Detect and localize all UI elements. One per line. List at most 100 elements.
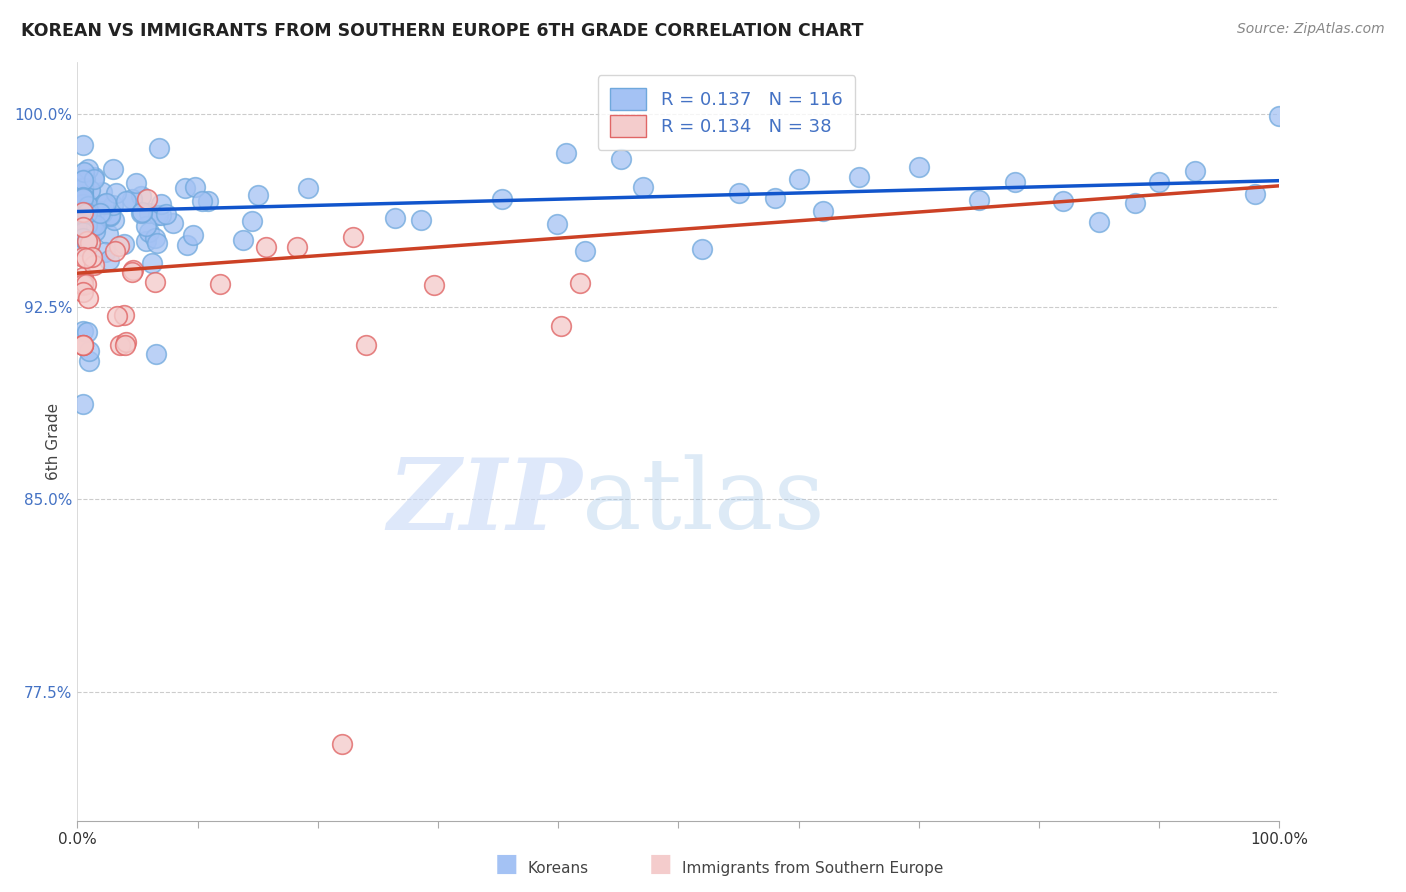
Point [72, 338, 94, 352]
Text: ■: ■ [650, 852, 672, 876]
Point [135, 219, 157, 233]
Point [609, 152, 631, 166]
Point [569, 276, 592, 290]
Point [72, 186, 94, 201]
Point [811, 203, 834, 218]
Point [409, 212, 432, 227]
Point [1088, 215, 1111, 229]
Point [72, 338, 94, 352]
Point [150, 197, 173, 211]
Point [72, 215, 94, 229]
Point [83, 217, 105, 231]
Point [90, 206, 112, 220]
Point [72, 270, 94, 285]
Point [72, 204, 94, 219]
Point [115, 194, 138, 209]
Point [356, 338, 378, 352]
Point [72, 204, 94, 219]
Point [138, 225, 160, 239]
Point [1149, 175, 1171, 189]
Point [197, 194, 219, 208]
Point [72, 397, 94, 411]
Point [72, 184, 94, 198]
Point [72, 276, 94, 290]
Point [83, 172, 105, 186]
Point [1268, 110, 1291, 124]
Point [104, 186, 127, 200]
Point [183, 227, 205, 242]
Point [89, 204, 111, 219]
Point [787, 172, 810, 186]
Point [75, 251, 97, 265]
Point [72, 226, 94, 240]
Point [1244, 187, 1267, 202]
Point [72, 196, 94, 211]
Point [72, 173, 94, 187]
Point [72, 220, 94, 235]
Point [254, 240, 277, 254]
Point [98, 209, 121, 223]
Point [72, 180, 94, 194]
Point [1123, 195, 1146, 210]
Point [105, 309, 128, 323]
Point [285, 240, 308, 254]
Point [297, 180, 319, 194]
Point [72, 250, 94, 264]
Point [550, 319, 572, 334]
Point [108, 238, 131, 252]
Point [110, 338, 132, 352]
Point [122, 263, 145, 277]
Point [79, 216, 101, 230]
Point [72, 138, 94, 153]
Point [72, 175, 94, 189]
Point [84, 218, 107, 232]
Text: KOREAN VS IMMIGRANTS FROM SOUTHERN EUROPE 6TH GRADE CORRELATION CHART: KOREAN VS IMMIGRANTS FROM SOUTHERN EUROP… [21, 22, 863, 40]
Point [423, 278, 446, 293]
Y-axis label: 6th Grade: 6th Grade [45, 403, 60, 480]
Text: Source: ZipAtlas.com: Source: ZipAtlas.com [1237, 22, 1385, 37]
Point [240, 213, 263, 227]
Point [83, 203, 105, 218]
Point [1052, 194, 1074, 209]
Point [76, 205, 98, 219]
Point [79, 206, 101, 220]
Point [72, 190, 94, 204]
Point [72, 214, 94, 228]
Point [145, 275, 167, 289]
Point [83, 259, 105, 273]
Point [86, 216, 108, 230]
Point [80, 250, 103, 264]
Point [72, 239, 94, 253]
Point [138, 206, 160, 220]
Point [162, 216, 184, 230]
Point [1184, 163, 1206, 178]
Point [1004, 175, 1026, 189]
Point [692, 242, 714, 256]
Point [77, 354, 100, 368]
Point [79, 182, 101, 196]
Text: ZIP: ZIP [387, 454, 582, 550]
Point [72, 202, 94, 217]
Point [72, 230, 94, 244]
Point [103, 213, 125, 227]
Point [146, 235, 169, 250]
Point [72, 189, 94, 203]
Point [72, 189, 94, 203]
Point [76, 325, 98, 339]
Point [145, 347, 167, 361]
Point [72, 278, 94, 293]
Point [908, 160, 931, 174]
Point [191, 194, 214, 209]
Point [146, 208, 169, 222]
Point [555, 146, 578, 161]
Point [103, 162, 125, 177]
Text: atlas: atlas [582, 454, 825, 550]
Point [72, 165, 94, 179]
Point [129, 189, 152, 203]
Point [727, 186, 749, 200]
Point [89, 206, 111, 220]
Point [77, 344, 100, 359]
Point [136, 192, 159, 206]
Point [155, 207, 177, 221]
Point [131, 204, 153, 219]
